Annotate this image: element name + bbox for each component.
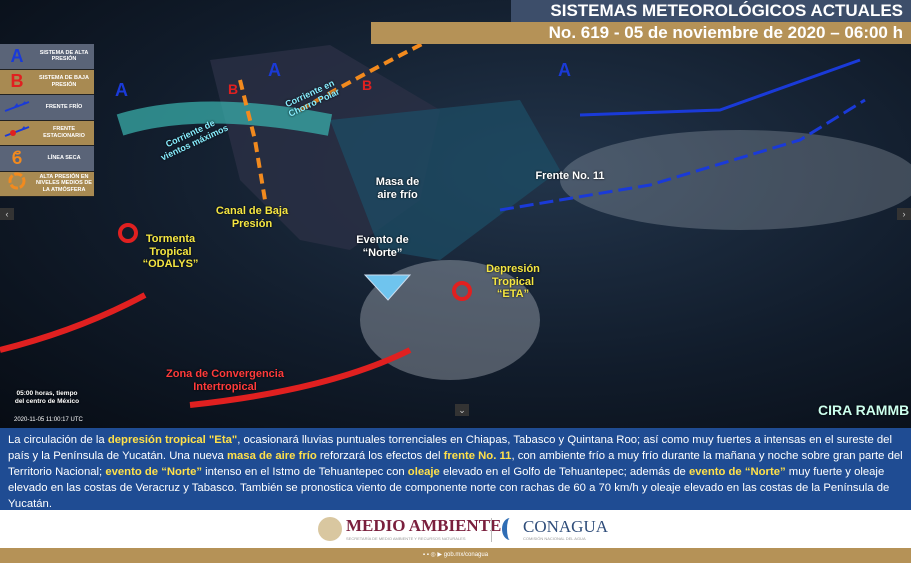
semarnat-logo: MEDIO AMBIENTE [346,516,502,535]
legend-item-cold-front: FRENTE FRÍO [0,95,94,121]
polar-jet-line [299,33,441,112]
legend: A SISTEMA DE ALTA PRESIÓN B SISTEMA DE BAJ… [0,44,94,197]
cold-front-north [579,58,861,117]
trough-line [238,79,267,201]
high-pressure-marker: A [558,60,571,80]
satellite-map: A A A B B Corriente en Chorro Polar Corr… [0,0,911,428]
stationary-front [499,98,866,212]
map-overlay: A A A B B [0,33,911,408]
high-pressure-marker: A [268,60,281,80]
divider [491,518,492,542]
footer-link[interactable]: gob.mx/conagua [443,552,489,558]
label-odalys: Tormenta Tropical “ODALYS” [142,233,199,271]
low-pressure-marker: B [362,77,372,93]
social-icons[interactable]: ▪ ▪ ◎ ▶ [422,552,444,558]
logos-bar: MEDIO AMBIENTE SECRETARÍA DE MEDIO AMBIE… [0,510,911,548]
odalys-icon [118,223,138,243]
label-baja-trough: Canal de Baja Presión [215,205,289,230]
label-cold-air: Masa de aire frío [375,176,420,201]
legend-item-upper-high: ALTA PRESIÓN EN NIVELES MEDIOS DE LA ATM… [0,171,94,197]
norte-arrow [363,274,412,301]
label-norte: Evento de “Norte” [356,234,409,259]
header: SISTEMAS METEOROLÓGICOS ACTUALES No. 619… [371,0,911,44]
high-pressure-marker: A [115,80,128,100]
conagua-logo: CONAGUA [523,517,608,536]
time-note: 05:00 horas, tiempo del centro de México [14,390,80,405]
label-front: Frente No. 11 [535,170,605,182]
legend-item-low: B SISTEMA DE BAJA PRESIÓN [0,69,94,95]
footer: ▪ ▪ ◎ ▶ gob.mx/conagua [0,548,911,563]
legend-item-high: A SISTEMA DE ALTA PRESIÓN [0,44,94,70]
timestamp: 2020-11-05 11:00:17 UTC [14,417,83,423]
cold-air-mass-area [330,100,560,260]
label-eta: Depresión Tropical “ETA” [486,263,540,301]
down-arrow-icon[interactable]: ⌄ [455,404,469,416]
legend-item-dry-line: ϐ LÍNEA SECA [0,146,94,172]
conagua-icon [502,518,518,540]
forecast-description: La circulación de la depresión tropical … [0,428,911,510]
prev-arrow-icon[interactable]: ‹ [0,208,14,220]
max-winds-arrow [116,101,333,136]
stationary-front-icon [0,122,34,143]
mexico-seal-icon [318,517,342,541]
cira-logo: CIRA RAMMB [818,402,910,418]
page-subtitle: No. 619 - 05 de noviembre de 2020 – 06:0… [371,22,911,44]
page-title: SISTEMAS METEOROLÓGICOS ACTUALES [511,0,911,22]
label-itcz: Zona de Convergencia Intertropical [166,368,284,393]
itcz-east [189,347,412,408]
next-arrow-icon[interactable]: › [897,208,911,220]
upper-high-icon [0,171,34,196]
high-pressure-icon: A [10,45,24,66]
itcz-west [0,292,147,353]
cold-front-icon [0,97,34,118]
legend-item-stationary-front: FRENTE ESTACIONARIO [0,120,94,146]
eta-icon [452,281,472,301]
low-pressure-marker: B [228,81,238,97]
dry-line-icon: ϐ [11,147,23,168]
low-pressure-icon: B [10,71,24,92]
